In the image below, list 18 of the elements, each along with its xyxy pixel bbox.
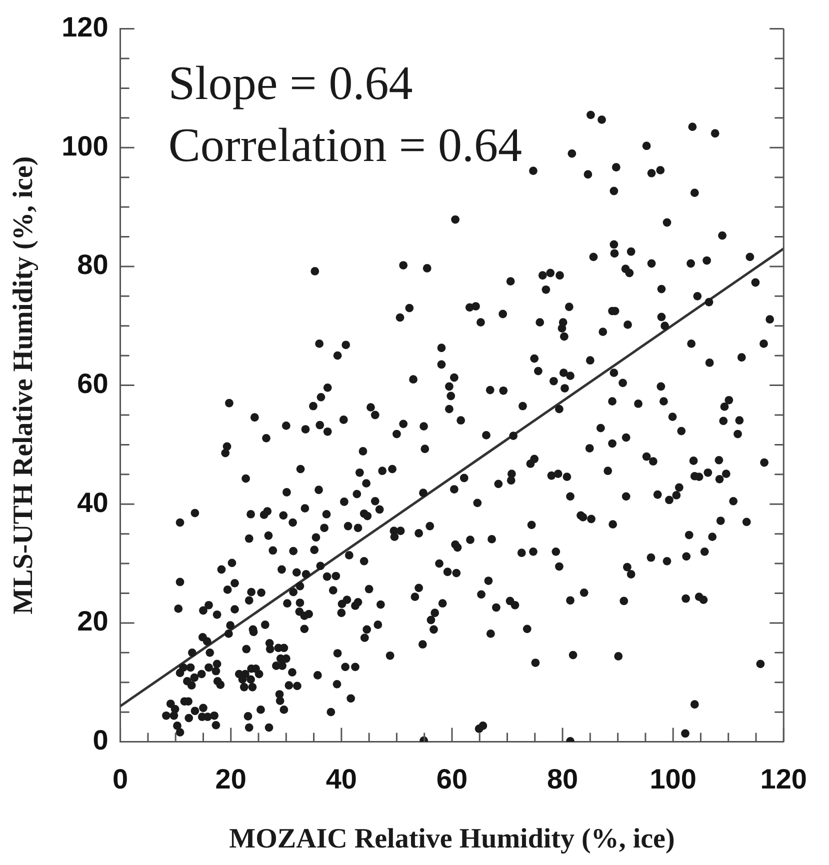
annotation: Correlation = 0.64 bbox=[168, 118, 522, 172]
x-axis-title: MOZAIC Relative Humidity (%, ice) bbox=[229, 823, 675, 854]
annotation: Slope = 0.64 bbox=[168, 56, 413, 110]
y-tick-label: 0 bbox=[92, 724, 108, 756]
x-tick-label: 120 bbox=[760, 763, 807, 794]
y-tick-label: 60 bbox=[77, 368, 108, 400]
y-tick-label: 40 bbox=[77, 486, 108, 518]
x-tick-label: 40 bbox=[326, 763, 358, 794]
y-tick-label: 120 bbox=[62, 12, 108, 43]
x-tick-label: 80 bbox=[546, 763, 578, 794]
x-tick-label: 20 bbox=[215, 763, 246, 794]
x-tick-label: 60 bbox=[436, 763, 468, 794]
y-tick-label: 100 bbox=[62, 130, 108, 162]
x-tick-label: 0 bbox=[112, 763, 128, 794]
y-axis-title: MLS-UTH Relative Humidity (%, ice) bbox=[8, 156, 40, 614]
x-tick-label: 100 bbox=[650, 763, 696, 794]
y-tick-label: 20 bbox=[77, 606, 108, 637]
y-tick-label: 80 bbox=[77, 249, 108, 280]
